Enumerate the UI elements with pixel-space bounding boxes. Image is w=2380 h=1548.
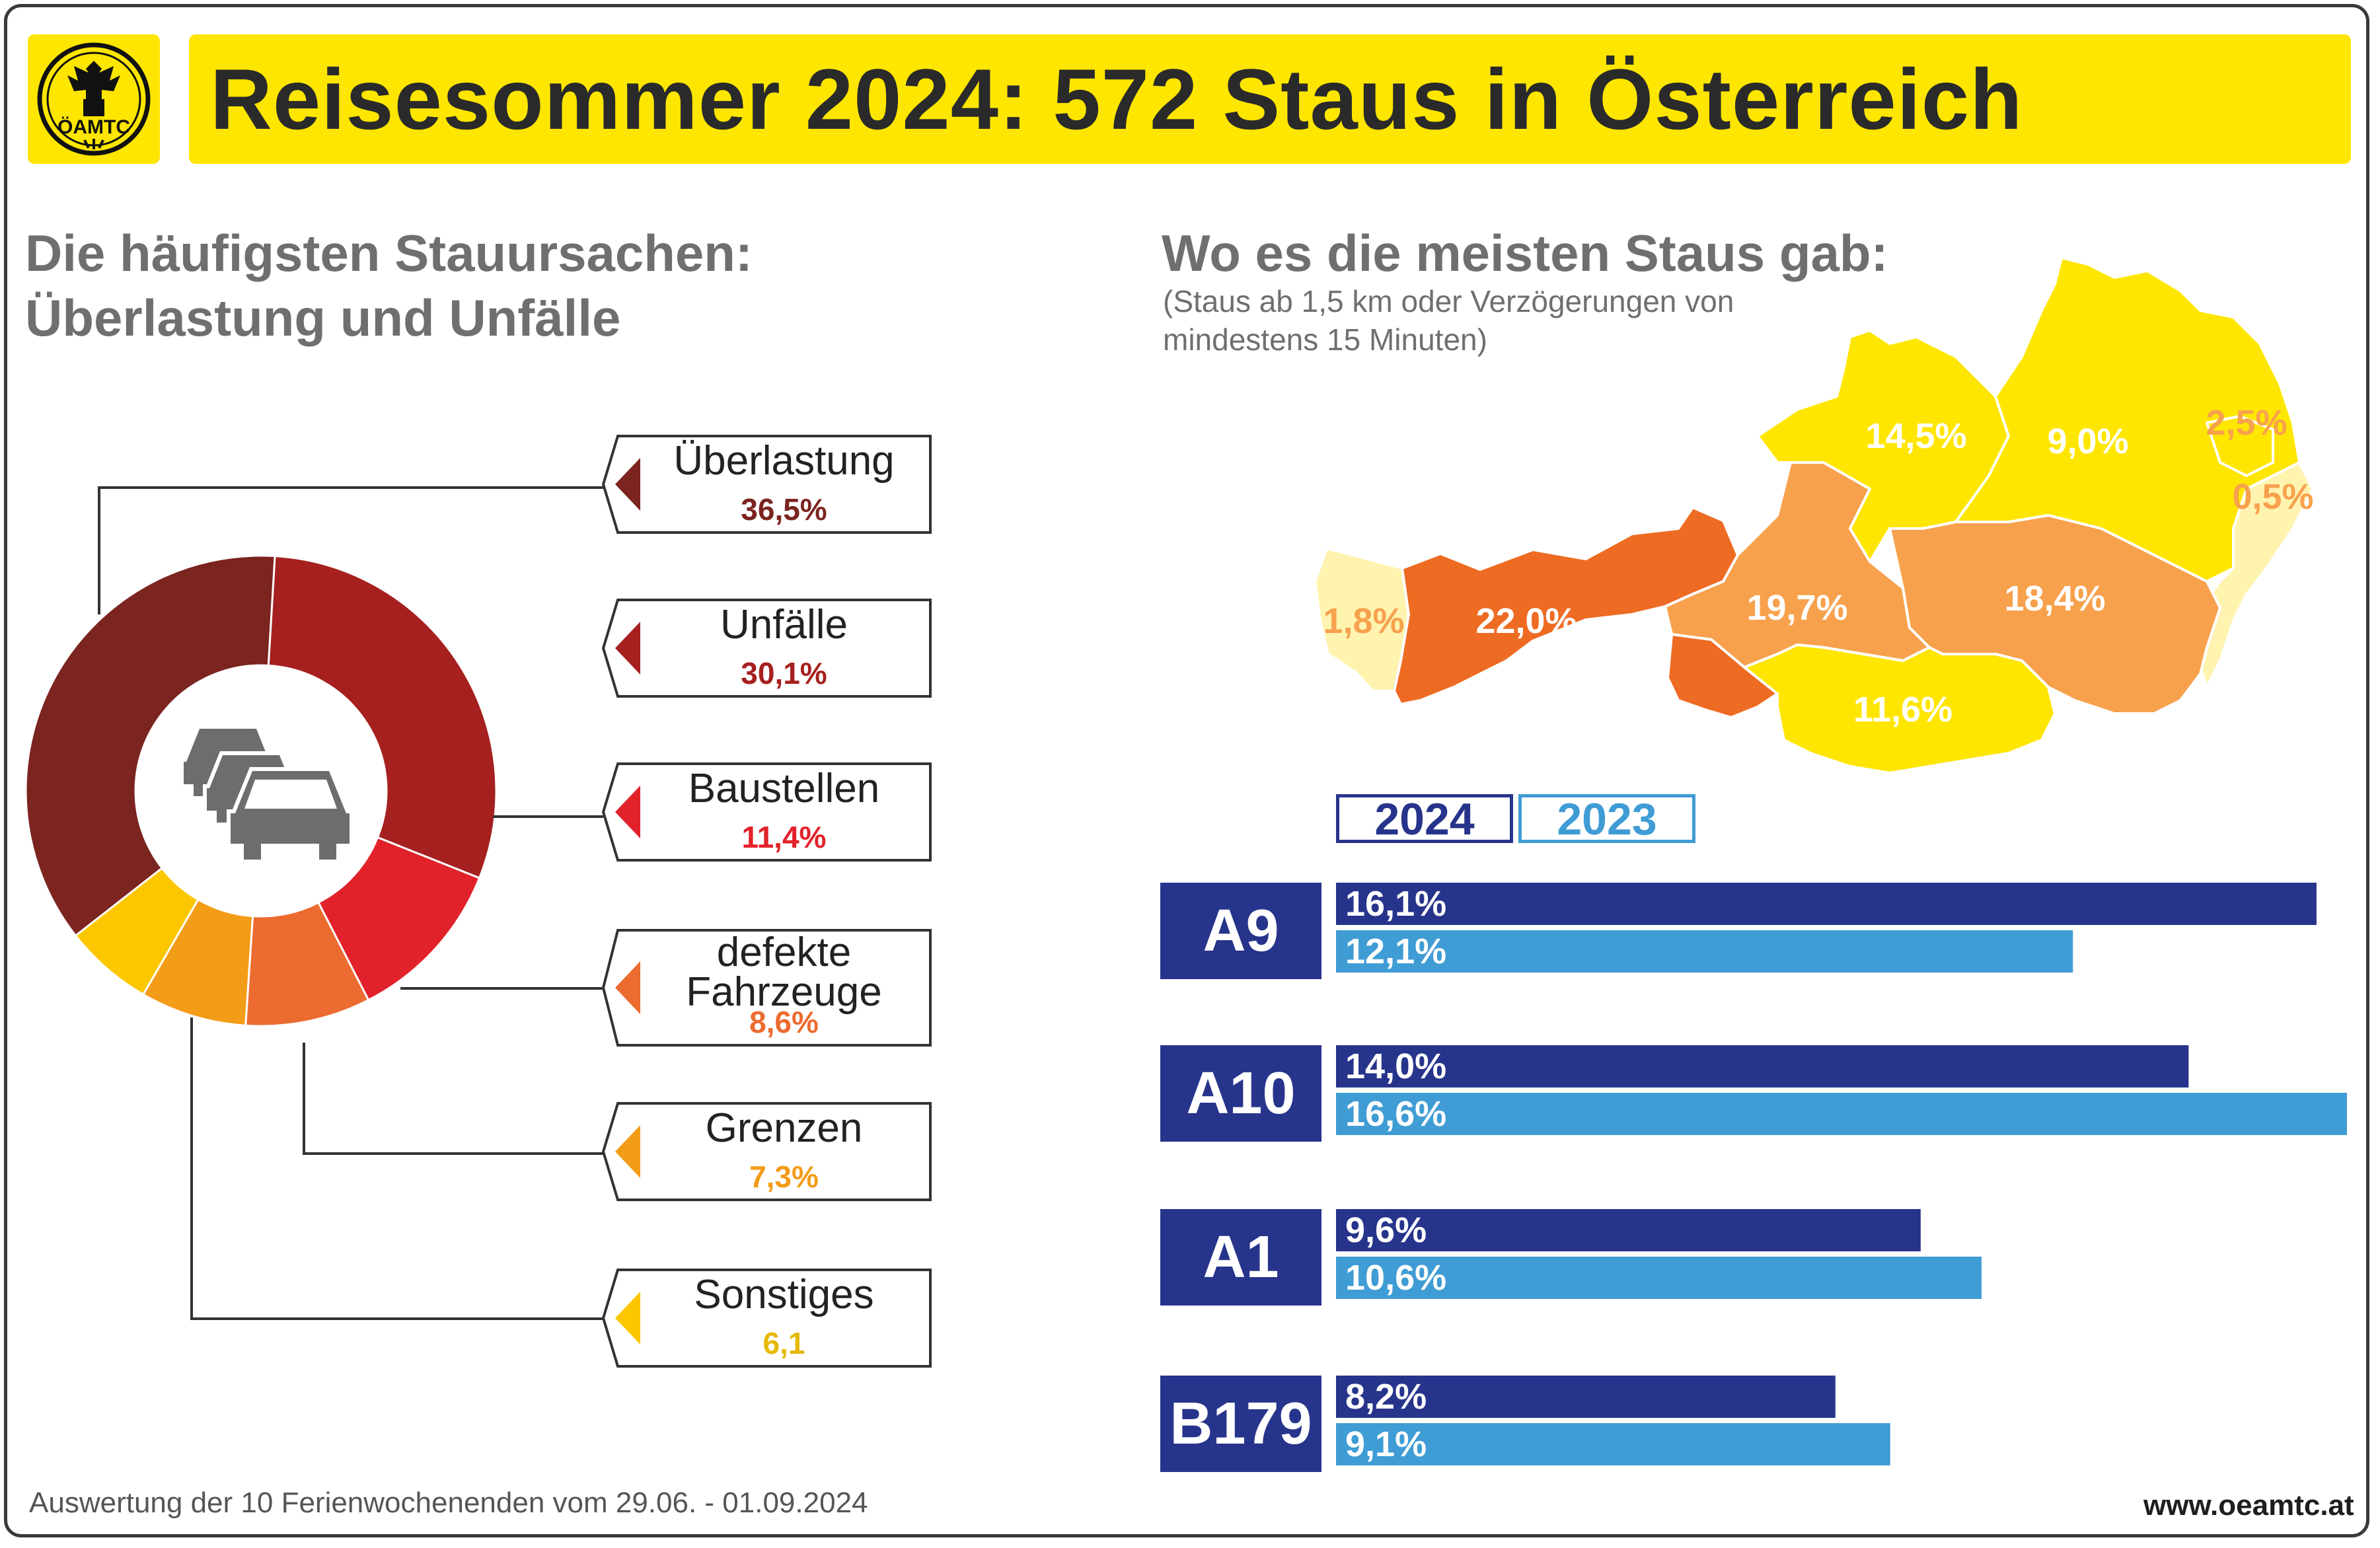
cause-box-unfalle xyxy=(601,599,932,698)
right-heading: Wo es die meisten Staus gab: xyxy=(1162,224,1888,282)
bar-a1-2023 xyxy=(1336,1257,1982,1299)
cars-icon xyxy=(180,725,353,864)
bar-label-a10-2023: 16,6% xyxy=(1345,1094,1447,1134)
bar-label-a1-2024: 9,6% xyxy=(1345,1210,1427,1250)
road-badge-a9: A9 xyxy=(1160,883,1321,979)
cause-label-boxes xyxy=(601,435,932,1368)
map-label-salzburg: 19,7% xyxy=(1746,588,1848,628)
connector-grenzen xyxy=(303,1043,603,1155)
page-title: Reisesommer 2024: 572 Staus in Österreic… xyxy=(210,51,2023,147)
cause-label-line: Unfälle xyxy=(720,602,848,647)
road-badge-a10: A10 xyxy=(1160,1045,1321,1142)
cause-label-uberlastung: Überlastung xyxy=(644,438,924,484)
bar-a10-2024 xyxy=(1336,1045,2189,1087)
map-region-burgenland xyxy=(2192,461,2314,688)
legend-2023: 2023 xyxy=(1518,794,1695,843)
cause-marker-sonstiges xyxy=(615,1292,640,1345)
cause-value-grenzen: 7,3% xyxy=(749,1160,819,1194)
legend-2024: 2024 xyxy=(1336,794,1513,843)
cause-marker-uberlastung xyxy=(615,458,640,511)
cause-value-sonstiges: 6,1 xyxy=(762,1326,805,1360)
cause-label-line: Überlastung xyxy=(673,438,895,484)
cause-label-line: Baustellen xyxy=(688,766,880,811)
map-label-niederosterreich: 9,0% xyxy=(2047,422,2129,461)
map-region-wien xyxy=(2206,415,2274,477)
footer-note: Auswertung der 10 Ferienwochenenden vom … xyxy=(29,1487,868,1519)
cause-marker-defekte-fahrzeuge xyxy=(615,961,640,1014)
donut-connectors xyxy=(98,486,603,1320)
map-region-vorarlberg xyxy=(1314,547,1410,692)
donut-slice-sonstiges xyxy=(74,866,200,996)
road-badge-a1: A1 xyxy=(1160,1209,1321,1306)
oeamtc-logo: ÖAMTC xyxy=(28,34,160,164)
bar-a9-2024 xyxy=(1336,883,2317,925)
map-label-karnten: 11,6% xyxy=(1853,690,1953,729)
eagle-logo-icon: ÖAMTC xyxy=(37,42,151,156)
map-label-vorarlberg: 1,8% xyxy=(1323,601,1405,641)
cause-box-sonstiges xyxy=(601,1269,932,1368)
cause-value-baustellen: 11,4% xyxy=(741,820,827,854)
cause-label-line: Fahrzeuge xyxy=(686,969,882,1015)
map-label-oberosterreich: 14,5% xyxy=(1865,416,1967,456)
bar-a10-2023 xyxy=(1336,1093,2347,1135)
cause-value-unfalle: 30,1% xyxy=(741,656,827,690)
bar-a1-2024 xyxy=(1336,1209,1921,1251)
bar-label-a1-2023: 10,6% xyxy=(1345,1258,1447,1298)
bar-b179-2023 xyxy=(1336,1423,1890,1465)
cause-label-baustellen: Baustellen xyxy=(644,766,924,811)
donut-chart xyxy=(24,554,498,1027)
cause-label-line: Grenzen xyxy=(705,1105,863,1151)
donut-slice-baustellen xyxy=(316,836,481,1002)
bar-label-b179-2023: 9,1% xyxy=(1345,1424,1427,1464)
bar-label-b179-2024: 8,2% xyxy=(1345,1377,1427,1417)
website-link[interactable]: www.oeamtc.at xyxy=(2143,1489,2354,1522)
left-heading-line2: Überlastung und Unfälle xyxy=(25,289,621,347)
cause-box-uberlastung xyxy=(601,435,932,534)
map-note-line1: (Staus ab 1,5 km oder Verzögerungen von xyxy=(1163,284,1734,318)
left-heading-line1: Die häufigsten Stauursachen: xyxy=(25,224,753,282)
cause-box-defekte-fahrzeuge xyxy=(601,929,932,1047)
connector-sonstiges xyxy=(190,1017,603,1320)
cause-label-sonstiges: Sonstiges xyxy=(644,1272,924,1317)
map-label-burgenland: 0,5% xyxy=(2232,477,2314,517)
cause-marker-baustellen xyxy=(615,786,640,838)
bar-label-a9-2023: 12,1% xyxy=(1345,932,1447,971)
bar-b179-2024 xyxy=(1336,1376,1836,1418)
bar-a9-2023 xyxy=(1336,930,2073,973)
map-label-steiermark: 18,4% xyxy=(2004,579,2106,618)
cause-box-grenzen xyxy=(601,1102,932,1201)
map-label-tirol: 22,0% xyxy=(1475,601,1577,641)
cause-marker-unfalle xyxy=(615,622,640,675)
cause-marker-grenzen xyxy=(615,1125,640,1178)
road-badge-b179: B179 xyxy=(1160,1376,1321,1472)
austria-map xyxy=(1314,256,2314,774)
logo-text: ÖAMTC xyxy=(57,116,130,138)
title-bar xyxy=(189,34,2351,164)
donut-slice-unfalle xyxy=(267,555,498,879)
map-label-wien: 2,5% xyxy=(2206,403,2287,443)
cause-label-defekte-fahrzeuge: defekte Fahrzeuge xyxy=(644,930,924,1015)
bar-label-a9-2024: 16,1% xyxy=(1345,884,1447,924)
map-region-karnten xyxy=(1743,644,2056,774)
donut-slice-uberlastung xyxy=(24,554,276,938)
cause-value-defekte-fahrzeuge: 8,6% xyxy=(749,1005,819,1039)
road-bar-chart xyxy=(1336,883,2347,1465)
cause-label-unfalle: Unfälle xyxy=(644,605,924,645)
connector-uberlastung xyxy=(98,486,603,614)
map-note-line2: mindestens 15 Minuten) xyxy=(1163,322,1487,357)
cause-box-baustellen xyxy=(601,762,932,862)
cause-label-grenzen: Grenzen xyxy=(644,1105,924,1151)
cause-value-uberlastung: 36,5% xyxy=(741,492,827,527)
cause-label-line: Sonstiges xyxy=(694,1272,874,1317)
cause-label-line: defekte xyxy=(716,930,852,975)
bar-label-a10-2024: 14,0% xyxy=(1345,1047,1447,1086)
